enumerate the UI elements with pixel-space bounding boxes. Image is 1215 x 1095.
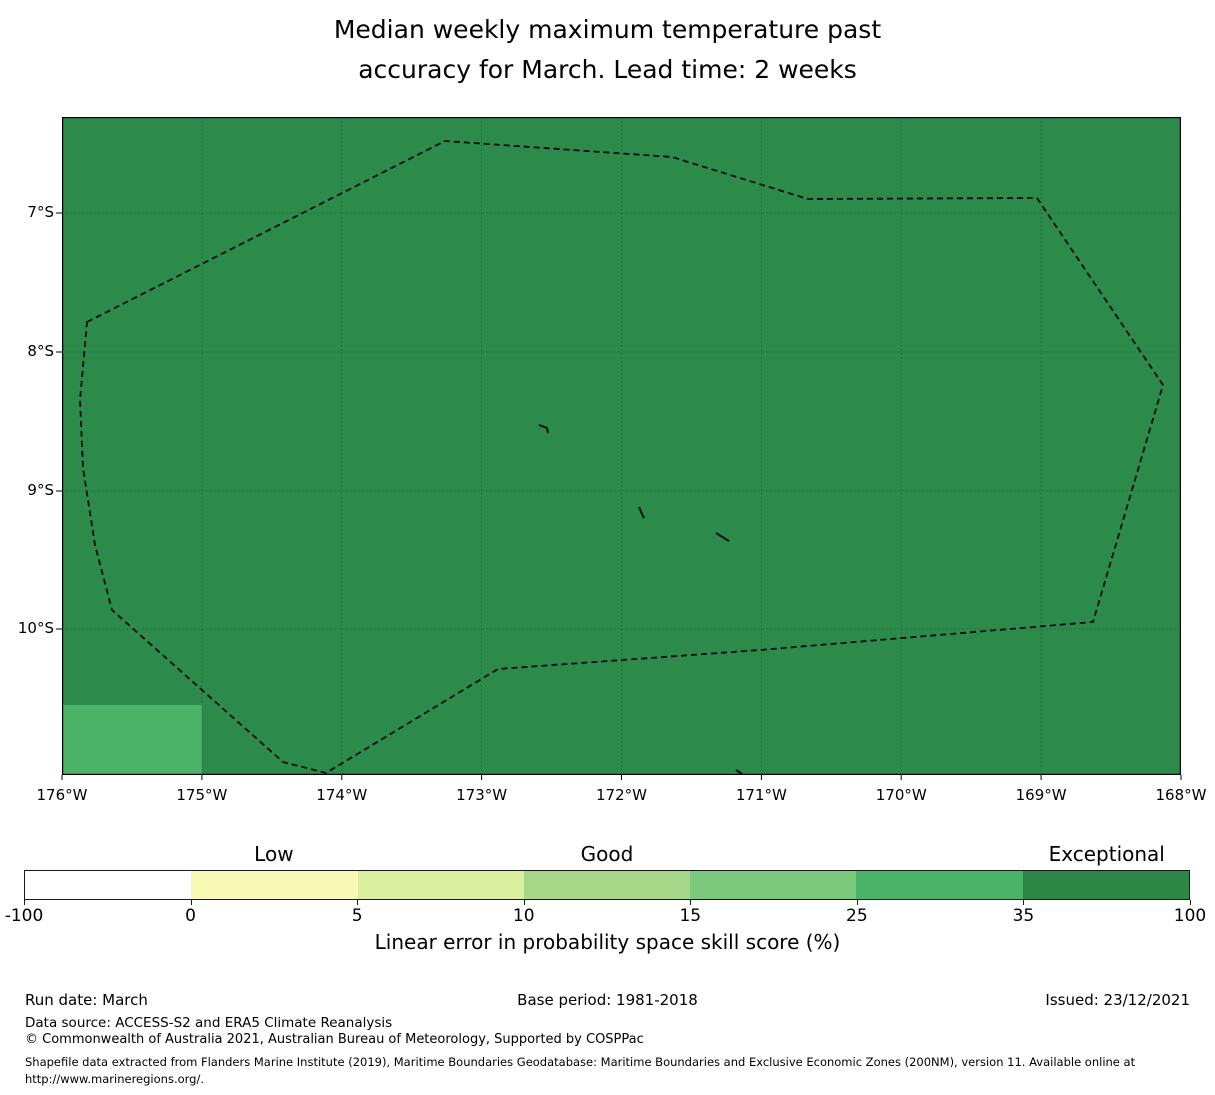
y-tick-label: 9°S	[27, 481, 54, 499]
colorbar-tick-label: 25	[846, 906, 868, 926]
issued-date-text: Issued: 23/12/2021	[1045, 991, 1190, 1009]
x-tick-label: 170°W	[875, 786, 927, 804]
colorbar-segment	[25, 871, 192, 899]
x-tick-label: 175°W	[176, 786, 228, 804]
colorbar-tick-label: 35	[1012, 906, 1035, 926]
colorbar-tick-label: 100	[1173, 906, 1207, 926]
axis-tick-marks	[56, 212, 1182, 780]
colorbar-category-labels: Low Good Exceptional	[24, 842, 1190, 868]
page-title-line1: Median weekly maximum temperature past	[333, 15, 882, 44]
colorbar-segment	[1022, 871, 1189, 899]
y-tick-label: 10°S	[17, 619, 54, 637]
page-title: Median weekly maximum temperature past a…	[0, 10, 1215, 90]
colorbar-segment	[690, 871, 857, 899]
colorbar-tick-label: 10	[512, 906, 535, 926]
colorbar-segment	[357, 871, 524, 899]
colorbar-axis-label: Linear error in probability space skill …	[374, 930, 841, 954]
page-title-line2: accuracy for March. Lead time: 2 weeks	[358, 55, 857, 84]
x-axis-tick-labels: 176°W 175°W 174°W 173°W 172°W 171°W 170°…	[37, 786, 1207, 808]
x-tick-label: 172°W	[596, 786, 647, 804]
colorbar-segment	[523, 871, 691, 899]
data-source-text: Data source: ACCESS-S2 and ERA5 Climate …	[25, 1015, 393, 1031]
base-period-text: Base period: 1981-2018	[517, 991, 698, 1009]
colorbar-tick-label: -100	[4, 906, 44, 926]
x-tick-label: 174°W	[316, 786, 368, 804]
colorbar-category-label-exceptional: Exceptional	[1048, 842, 1165, 866]
map-plot	[56, 117, 1182, 780]
colorbar	[24, 870, 1190, 900]
shapefile-note-text: Shapefile data extracted from Flanders M…	[25, 1055, 1136, 1086]
colorbar-tick-label: 0	[185, 906, 196, 926]
colorbar-segment	[856, 871, 1023, 899]
x-tick-label: 171°W	[735, 786, 787, 804]
map-frame	[62, 117, 1182, 775]
region-fill	[62, 117, 1181, 775]
colorbar-tick-labels: -100 0 5 10 15 25 35 100	[5, 906, 1207, 928]
x-tick-label: 176°W	[36, 786, 88, 804]
colorbar-category-label-good: Good	[580, 842, 634, 866]
colorbar-tick-label: 5	[351, 906, 363, 926]
colorbar-segment	[191, 871, 358, 899]
y-tick-label: 8°S	[27, 342, 54, 360]
island-marks	[538, 424, 743, 775]
x-tick-label: 168°W	[1155, 786, 1207, 804]
colorbar-tick-label: 15	[679, 906, 702, 926]
run-date-text: Run date: March	[25, 991, 148, 1009]
y-tick-label: 7°S	[27, 203, 54, 221]
x-tick-label: 169°W	[1015, 786, 1067, 804]
low-skill-cell	[62, 705, 202, 775]
gridlines	[62, 117, 1181, 775]
copyright-text: © Commonwealth of Australia 2021, Austra…	[25, 1032, 644, 1047]
colorbar-tick-marks	[24, 900, 1191, 905]
x-tick-label: 173°W	[456, 786, 508, 804]
colorbar-category-label-low: Low	[254, 842, 294, 866]
